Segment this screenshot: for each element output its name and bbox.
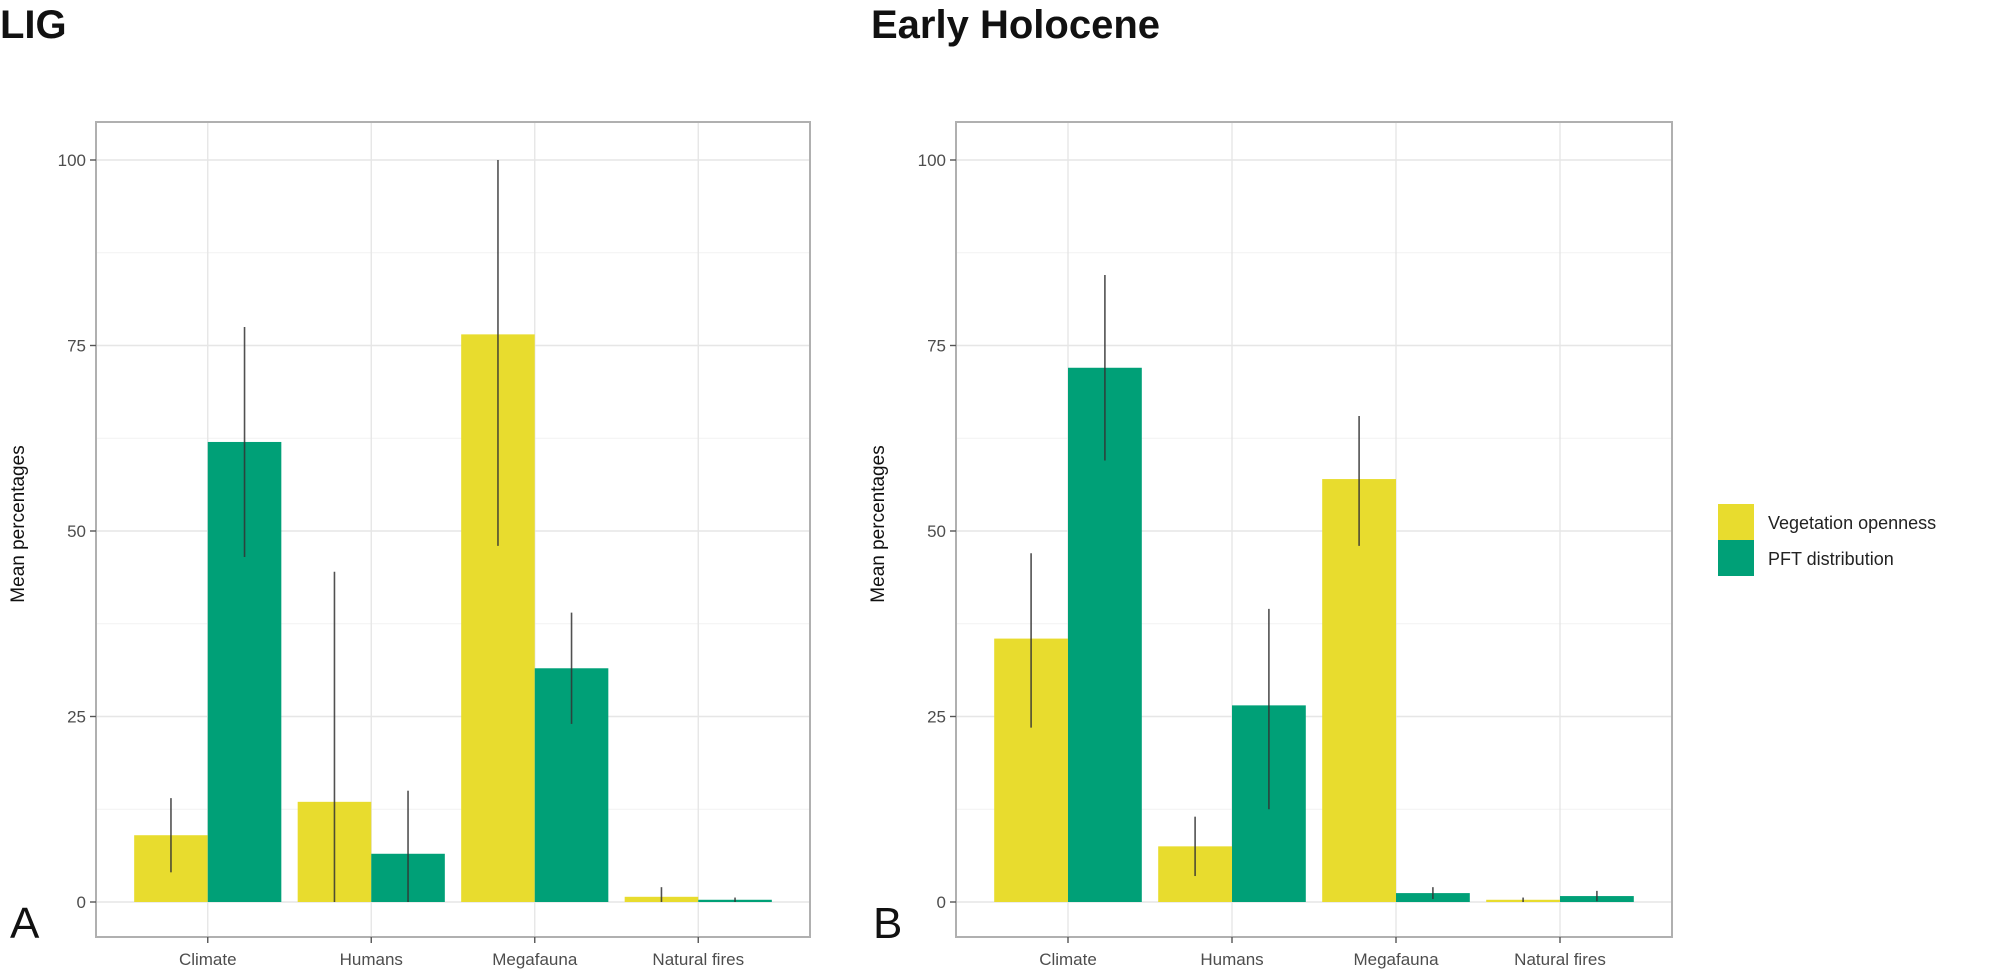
x-tick-label: Natural fires [652,950,744,969]
panel-letter: A [10,899,40,948]
legend-swatch-vegetation-openness [1718,504,1754,540]
x-tick-label: Climate [1039,950,1097,969]
y-tick-label: 100 [918,151,946,170]
y-tick-label: 25 [67,708,86,727]
panel-title: LIG [0,3,67,47]
x-tick-label: Humans [340,950,403,969]
legend-label: PFT distribution [1768,549,1894,569]
y-tick-label: 50 [67,522,86,541]
y-tick-label: 0 [77,893,86,912]
x-tick-label: Megafauna [492,950,578,969]
y-axis-title: Mean percentages [868,445,889,602]
y-axis-title: Mean percentages [8,445,29,602]
y-tick-label: 0 [937,893,946,912]
legend-label: Vegetation openness [1768,513,1936,533]
x-tick-label: Natural fires [1514,950,1606,969]
x-tick-label: Megafauna [1353,950,1439,969]
panel-border [95,121,811,938]
panel-letter: B [873,899,902,948]
y-tick-label: 100 [58,151,86,170]
x-tick-label: Climate [179,950,237,969]
panel-early-holocene: Early Holocene B Mean percentages 0 25 50 7… [868,3,1673,969]
y-tick-label: 25 [927,708,946,727]
x-tick-label: Humans [1200,950,1263,969]
y-tick-label: 75 [927,337,946,356]
panel-border [955,121,1673,938]
legend: Vegetation openness PFT distribution [1718,504,1936,576]
y-tick-label: 75 [67,337,86,356]
y-tick-label: 50 [927,522,946,541]
panel-title: Early Holocene [871,3,1160,47]
bar [1322,479,1396,902]
panel-lig: LIG A Mean percentages 0 25 50 75 100 Climate… [0,3,811,969]
legend-swatch-pft-distribution [1718,540,1754,576]
